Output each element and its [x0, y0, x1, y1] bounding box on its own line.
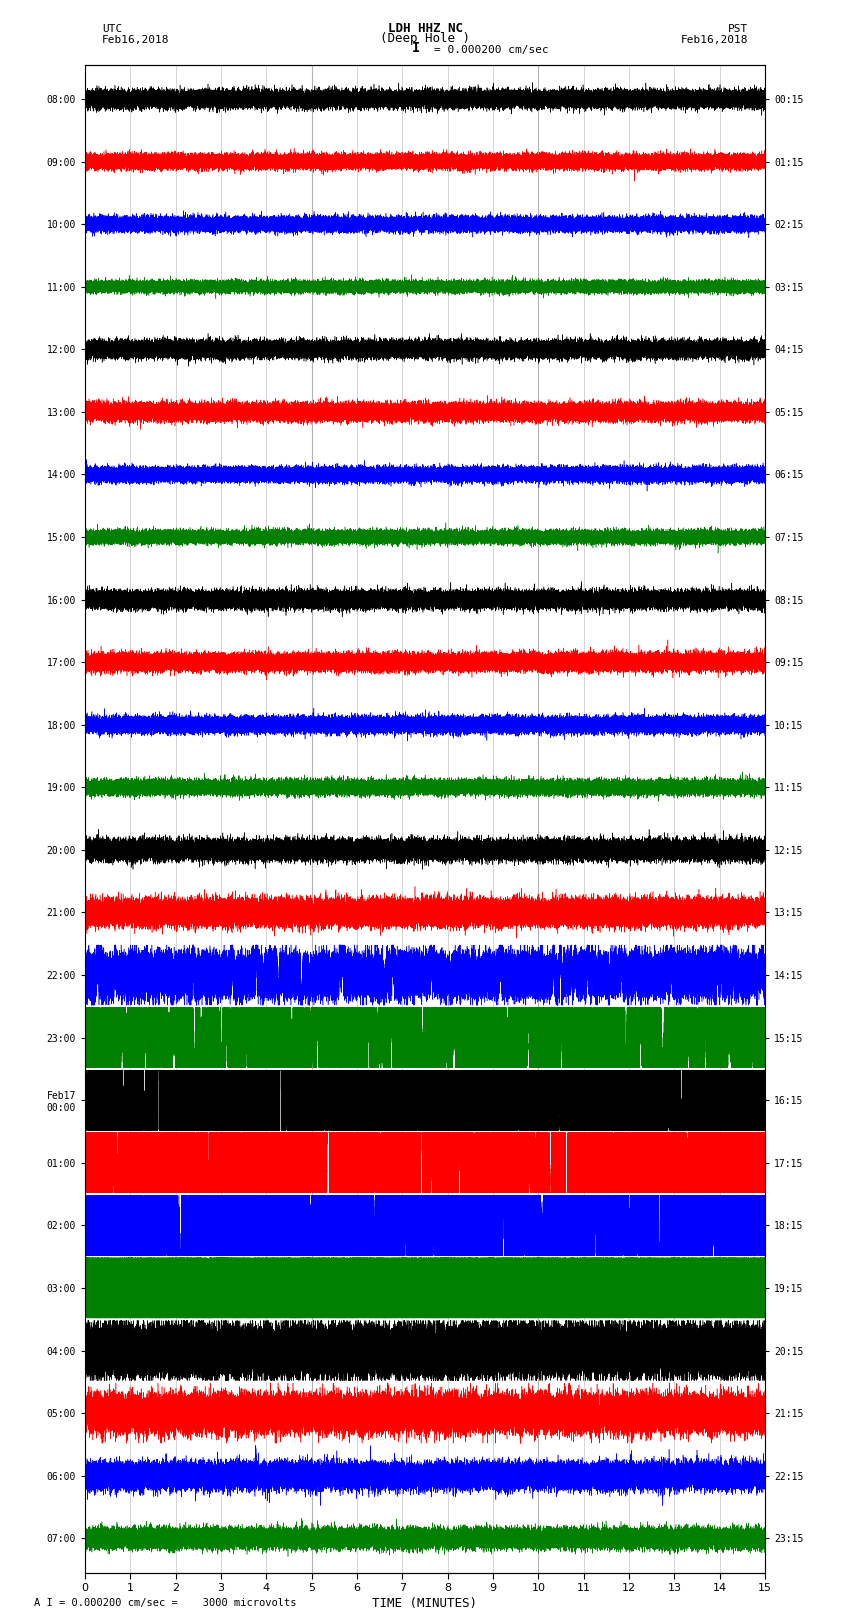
Text: UTC
Feb16,2018: UTC Feb16,2018 — [102, 24, 169, 45]
Text: (Deep Hole ): (Deep Hole ) — [380, 32, 470, 45]
X-axis label: TIME (MINUTES): TIME (MINUTES) — [372, 1597, 478, 1610]
Text: LDH HHZ NC: LDH HHZ NC — [388, 23, 462, 35]
Text: PST
Feb16,2018: PST Feb16,2018 — [681, 24, 748, 45]
Text: A I = 0.000200 cm/sec =    3000 microvolts: A I = 0.000200 cm/sec = 3000 microvolts — [34, 1598, 297, 1608]
Text: I: I — [412, 40, 421, 55]
Text: = 0.000200 cm/sec: = 0.000200 cm/sec — [434, 45, 548, 55]
